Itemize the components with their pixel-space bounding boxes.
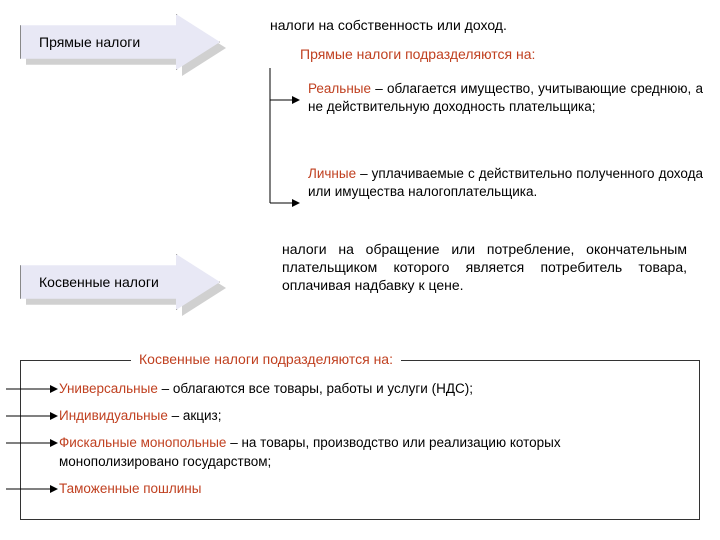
indirect-item-3: Фискальные монопольные – на товары, прои… bbox=[59, 434, 681, 470]
indirect-item-1: Универсальные – облагаются все товары, р… bbox=[59, 380, 681, 398]
term-lichnye-rest: – уплачиваемые с действительно получен­н… bbox=[308, 166, 703, 199]
term-customs: Таможенные пошлины bbox=[59, 481, 201, 496]
indirect-taxes-definition: налоги на обращение или потребление, око… bbox=[282, 240, 687, 295]
arrow-icon bbox=[6, 438, 58, 448]
direct-taxes-definition: налоги на собственность или доход. bbox=[270, 16, 670, 34]
term-realnye: Реальные bbox=[308, 81, 371, 96]
direct-taxes-label: Прямые налоги bbox=[39, 34, 140, 50]
indirect-item-4: Таможенные пошлины bbox=[59, 480, 681, 498]
indirect-taxes-section: Косвенные налоги налоги на обращение или… bbox=[20, 240, 700, 355]
indirect-subtypes-box: Косвенные налоги подразделяются на: Унив… bbox=[20, 360, 700, 520]
indirect-item-2: Индивидуальные – акциз; bbox=[59, 407, 681, 425]
term-individual: Индивидуальные bbox=[59, 408, 168, 423]
term-universal-rest: – облагаются все товары, работы и услуги… bbox=[158, 381, 473, 396]
term-lichnye: Личные bbox=[308, 166, 356, 181]
bracket-connector bbox=[260, 68, 300, 223]
term-universal: Универсальные bbox=[59, 381, 158, 396]
direct-item-1: Реальные – облагается имущество, учитыва… bbox=[308, 80, 703, 116]
direct-item-2: Личные – уплачиваемые с действительно по… bbox=[308, 165, 703, 201]
direct-taxes-section: Прямые налоги налоги на собственность ил… bbox=[20, 10, 700, 240]
indirect-subtypes-section: Косвенные налоги подразделяются на: Унив… bbox=[20, 360, 700, 520]
term-individual-rest: – акциз; bbox=[168, 408, 222, 423]
indirect-subtypes-header: Косвенные налоги подразделяются на: bbox=[131, 351, 401, 367]
direct-taxes-arrow: Прямые налоги bbox=[20, 14, 220, 70]
indirect-taxes-arrow: Косвенные налоги bbox=[20, 254, 220, 310]
arrow-icon bbox=[6, 384, 58, 394]
indirect-taxes-label: Косвенные налоги bbox=[39, 274, 159, 290]
arrow-icon bbox=[6, 411, 58, 421]
term-fiscal: Фискальные монопольные bbox=[59, 435, 226, 450]
direct-taxes-subheader: Прямые налоги подразделяются на: bbox=[300, 46, 535, 62]
arrow-icon bbox=[6, 484, 58, 494]
